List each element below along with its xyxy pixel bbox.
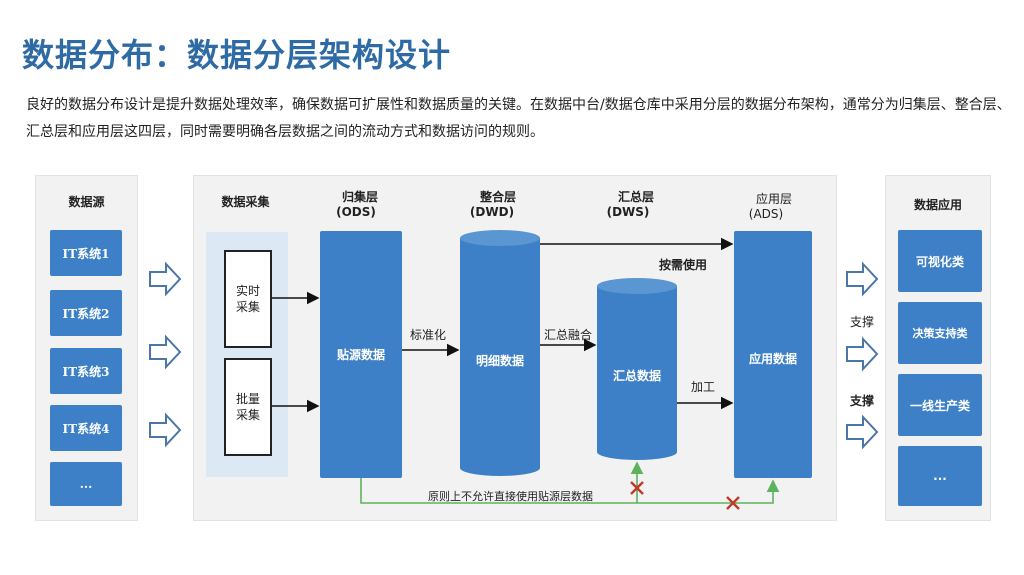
ads-data-rect (734, 231, 812, 478)
intro-paragraph: 良好的数据分布设计是提升数据处理效率，确保数据可扩展性和数据质量的关键。在数据中… (26, 97, 1011, 140)
ods-layer-code: (ODS) (336, 205, 376, 219)
source-system-2: IT系统2 (50, 290, 122, 336)
source-system-more: ... (50, 462, 122, 506)
ads-data-label: 应用数据 (748, 352, 797, 366)
app-more: ... (898, 446, 982, 506)
aggregate-label: 汇总融合 (544, 328, 593, 342)
source-system-3: IT系统3 (50, 348, 122, 394)
collection-heading: 数据采集 (221, 195, 270, 209)
standardize-label: 标准化 (410, 328, 447, 342)
forbidden-cross-icon (630, 481, 644, 495)
ods-rule-line (360, 478, 780, 504)
rule-label: 原则上不允许直接使用贴源层数据 (428, 490, 593, 503)
hollow-arrow-icon (149, 412, 182, 448)
dwd-layer-name: 整合层 (479, 190, 516, 204)
app-frontline-production: 一线生产类 (898, 374, 982, 436)
dws-layer-code: (DWS) (606, 205, 650, 219)
realtime-collection-label: 实时 采集 (235, 284, 260, 314)
ads-layer-name: 应用层 (755, 192, 792, 206)
dwd-cylinder (460, 230, 540, 476)
dwd-layer-code: (DWD) (469, 205, 515, 219)
applications-heading: 数据应用 (913, 198, 962, 212)
sources-heading: 数据源 (68, 195, 105, 209)
on-demand-label: 按需使用 (659, 258, 708, 272)
hollow-arrow-icon (846, 414, 879, 450)
dwd-data-label: 明细数据 (475, 354, 524, 368)
dws-cylinder (597, 278, 677, 460)
ads-layer-code: (ADS) (748, 207, 784, 221)
support-label-2: 支撑 (850, 394, 875, 408)
source-system-1: IT系统1 (50, 230, 122, 276)
support-label-1: 支撑 (850, 315, 875, 329)
hollow-arrow-icon (149, 334, 182, 370)
process-label: 加工 (691, 380, 716, 394)
batch-collection-box: 批量 采集 (224, 358, 272, 456)
hollow-arrow-icon (149, 262, 182, 297)
hollow-arrow-icon (846, 336, 879, 372)
hollow-arrow-icon (846, 261, 879, 297)
hollow-arrows-left (149, 262, 182, 448)
page-title: 数据分布：数据分层架构设计 (22, 36, 452, 74)
app-decision-support: 决策支持类 (898, 302, 982, 364)
app-visualization: 可视化类 (898, 230, 982, 292)
batch-collection-label: 批量 采集 (235, 392, 260, 422)
ods-data-box: 贴源数据 (320, 231, 402, 478)
realtime-collection-box: 实时 采集 (224, 250, 272, 348)
source-system-4: IT系统4 (50, 405, 122, 451)
dws-layer-name: 汇总层 (617, 190, 654, 204)
ods-layer-name: 归集层 (341, 190, 378, 204)
dws-data-label: 汇总数据 (612, 369, 661, 383)
forbidden-cross-icon (726, 496, 740, 510)
